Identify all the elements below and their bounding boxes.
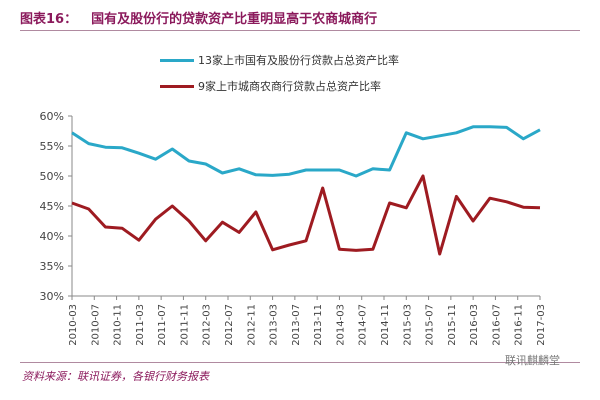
watermark-text: 联讯麒麟堂: [505, 354, 560, 367]
x-tick-label: 2011-11: [179, 304, 190, 346]
figure-title: 图表16： 国有及股份行的贷款资产比重明显高于农商城商行: [20, 8, 377, 27]
figure-label: 图表16：: [20, 12, 78, 27]
x-tick-label: 2013-07: [291, 304, 302, 346]
x-tick-label: 2015-11: [447, 304, 458, 346]
y-tick-label: 55%: [40, 140, 64, 153]
x-tick-label: 2013-03: [269, 304, 280, 346]
series-line-2: [71, 174, 541, 256]
x-tick-label: 2014-11: [380, 304, 391, 346]
legend-swatch-series1: [160, 58, 194, 62]
x-tick-label: 2016-07: [491, 304, 502, 346]
x-tick-label: 2014-07: [358, 304, 369, 346]
x-tick-label: 2011-07: [157, 304, 168, 346]
x-tick-label: 2012-07: [224, 304, 235, 346]
y-tick-label: 45%: [40, 200, 64, 213]
x-tick-label: 2012-11: [246, 304, 257, 346]
legend-swatch-series2: [160, 84, 194, 88]
y-tick-label: 35%: [40, 260, 64, 273]
x-tick-label: 2011-03: [135, 304, 146, 346]
x-tick-label: 2014-03: [335, 304, 346, 346]
legend-label-series1: 13家上市国有及股份行贷款占总资产比率: [198, 54, 399, 67]
x-tick-label: 2012-03: [202, 304, 213, 346]
x-tick-label: 2010-11: [113, 304, 124, 346]
x-tick-label: 2015-03: [402, 304, 413, 346]
x-tick-label: 2017-03: [536, 304, 547, 346]
y-tick-label: 30%: [40, 290, 64, 303]
source-note: 资料来源：联讯证券，各银行财务报表: [22, 370, 209, 383]
x-tick-label: 2016-11: [514, 304, 525, 346]
x-tick-label: 2015-07: [425, 304, 436, 346]
figure-title-text: 国有及股份行的贷款资产比重明显高于农商城商行: [91, 12, 378, 27]
legend-label-series2: 9家上市城商农商行贷款占总资产比率: [198, 80, 381, 93]
chart-legend: 13家上市国有及股份行贷款占总资产比率 9家上市城商农商行贷款占总资产比率: [160, 50, 399, 102]
y-tick-label: 60%: [40, 110, 64, 123]
title-divider: [20, 30, 580, 31]
y-tick-label: 40%: [40, 230, 64, 243]
footer-divider: [20, 362, 580, 363]
x-tick-label: 2013-11: [313, 304, 324, 346]
y-tick-label: 50%: [40, 170, 64, 183]
x-tick-label: 2010-07: [90, 304, 101, 346]
legend-item-series2: 9家上市城商农商行贷款占总资产比率: [160, 76, 399, 96]
series-line-1: [71, 125, 541, 178]
legend-item-series1: 13家上市国有及股份行贷款占总资产比率: [160, 50, 399, 70]
x-tick-label: 2016-03: [469, 304, 480, 346]
x-tick-label: 2010-03: [68, 304, 79, 346]
